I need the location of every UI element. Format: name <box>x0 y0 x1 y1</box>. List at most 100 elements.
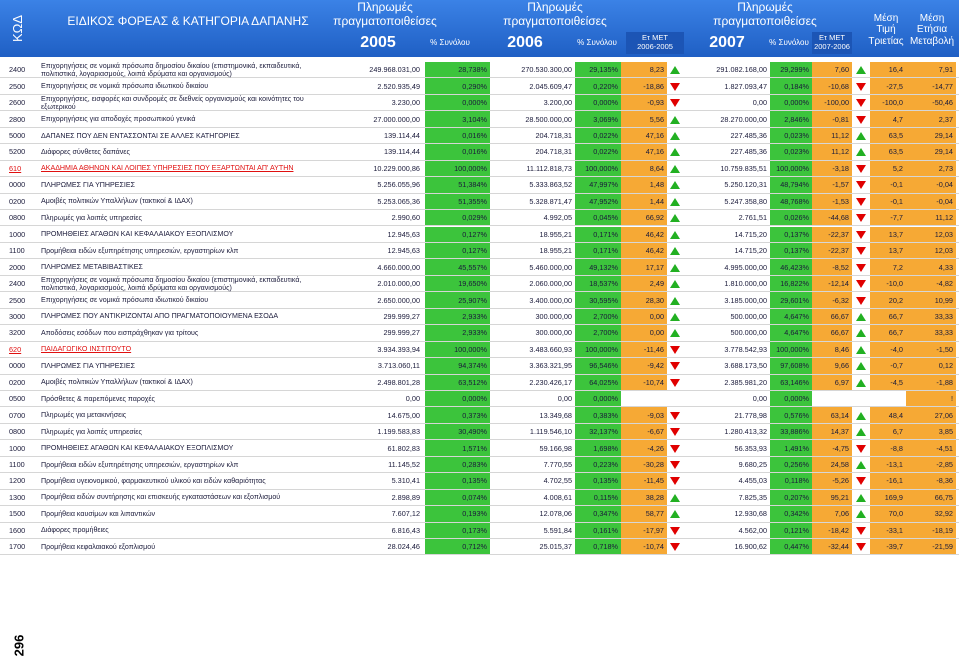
amount-cell: 4.562,00 <box>738 525 767 535</box>
change-cell: 6,97 <box>812 374 852 390</box>
share-cell: 0,347% <box>575 506 621 522</box>
annual-cell: -0,04 <box>906 193 956 210</box>
share-cell: 63,146% <box>770 374 812 390</box>
arrow-shape <box>670 66 680 75</box>
change-cell: -22,37 <box>812 242 852 259</box>
description-cell: ΠΛΗΡΩΜΕΣ ΓΙΑ ΥΠΗΡΕΣΙΕΣ <box>41 180 135 189</box>
mean-cell: 63,5 <box>870 144 906 160</box>
table-row: 2400 Επιχορηγήσεις σε νομικά πρόσωπα δημο… <box>0 62 959 79</box>
amount-cell: 18.955,21 <box>539 229 572 239</box>
amount-cell: 1.827.093,47 <box>724 81 767 91</box>
arrow-down <box>856 230 866 239</box>
code-cell: 1000 <box>9 443 26 453</box>
share-cell: 63,512% <box>425 374 490 390</box>
description-cell: Πληρωμές για λοιπές υπηρεσίες <box>41 427 142 436</box>
arrow-shape <box>856 526 866 535</box>
share-cell: 0,171% <box>575 226 621 242</box>
description-cell: Προμήθεια υγειονομικού, φαρμακευτικού υλ… <box>41 476 266 485</box>
arrow-shape <box>856 543 866 552</box>
share-cell: 18,537% <box>575 275 621 292</box>
share-cell: 0,220% <box>575 78 621 94</box>
amount-cell: 0,00 <box>752 98 767 108</box>
arrow-down <box>856 181 866 190</box>
mean-cell: -7,7 <box>870 210 906 226</box>
arrow-down <box>856 247 866 256</box>
share-cell: 0,173% <box>425 522 490 539</box>
arrow-down <box>856 296 866 305</box>
mean-cell: 6,7 <box>870 423 906 440</box>
annual-cell: -2,85 <box>906 456 956 473</box>
description-cell: Επιχορηγήσεις, εισφορές και συνδρομές σε… <box>41 94 304 111</box>
share-header: % Συνόλου <box>769 38 809 48</box>
change-cell: -8,52 <box>812 259 852 275</box>
arrow-up <box>856 148 866 157</box>
code-cell: 0800 <box>9 213 26 223</box>
share-cell: 0,022% <box>575 144 621 160</box>
arrow-down <box>856 214 866 223</box>
table-row: 1300 Προμήθεια ειδών συντήρησης και επισκ… <box>0 489 959 507</box>
arrow-shape <box>670 115 680 124</box>
change-label: Ετ ΜΕΤ <box>642 33 668 43</box>
change-header: Ετ ΜΕΤ 2006-2005 <box>626 32 684 54</box>
share-cell: 2,933% <box>425 325 490 341</box>
arrow-down <box>670 82 680 91</box>
amount-cell: 3.363.321,95 <box>529 361 572 371</box>
share-cell: 0,074% <box>425 489 490 506</box>
change-cell: 47,16 <box>621 144 667 160</box>
table-row: 0200 Αμοιβές πολιτικών Υπαλλήλων (τακτικο… <box>0 374 959 391</box>
arrow-up <box>670 329 680 338</box>
amount-cell: 2.898,89 <box>391 492 420 502</box>
share-cell: 94,374% <box>425 358 490 374</box>
annual-cell: 27,06 <box>906 407 956 423</box>
amount-cell: 3.483.660,93 <box>529 344 572 354</box>
amount-cell: 16.900,62 <box>734 542 767 552</box>
annual-cell: 11,12 <box>906 210 956 226</box>
mean-cell: 66,7 <box>870 308 906 325</box>
share-cell: 0,023% <box>770 127 812 144</box>
mean-cell: 70,0 <box>870 506 906 522</box>
arrow-shape <box>856 345 866 354</box>
arrow-up <box>670 197 680 206</box>
arrow-shape <box>856 378 866 387</box>
mean-cell: -0,7 <box>870 358 906 374</box>
amount-cell: 18.955,21 <box>539 246 572 256</box>
amount-cell: 5.460.000,00 <box>529 262 572 272</box>
change-cell: -18,86 <box>621 78 667 94</box>
share-cell: 0,223% <box>575 456 621 473</box>
share-cell: 0,000% <box>770 94 812 111</box>
code-cell: 2800 <box>9 114 26 124</box>
arrow-shape <box>670 214 680 223</box>
share-cell: 100,000% <box>770 160 812 177</box>
amount-cell: 2.385.981,20 <box>724 377 767 387</box>
code-cell: 1300 <box>9 492 26 502</box>
amount-cell: 12.945,63 <box>387 229 420 239</box>
amount-cell: 4.995.000,00 <box>724 262 767 272</box>
annual-cell: 3,85 <box>906 423 956 440</box>
table-row: 0200 Αμοιβές πολιτικών Υπαλλήλων (τακτικο… <box>0 193 959 211</box>
change-cell: 63,14 <box>812 407 852 423</box>
mean-cell: -13,1 <box>870 456 906 473</box>
title-header: ΕΙΔΙΚΟΣ ΦΟΡΕΑΣ & ΚΑΤΗΓΟΡΙΑ ΔΑΠΑΝΗΣ <box>67 14 309 29</box>
amount-cell: 25.015,37 <box>539 542 572 552</box>
mean-cell: 169,9 <box>870 489 906 506</box>
arrow-shape <box>856 247 866 256</box>
arrow-down <box>670 362 680 371</box>
change-cell: 11,12 <box>812 127 852 144</box>
arrow-up <box>670 247 680 256</box>
amount-cell: 270.530.300,00 <box>521 65 572 75</box>
share-cell: 2,933% <box>425 308 490 325</box>
change-cell: 8,64 <box>621 160 667 177</box>
annual-cell: 33,33 <box>906 308 956 325</box>
arrow-down <box>856 197 866 206</box>
share-cell: 0,290% <box>425 78 490 94</box>
annual-cell: -4,82 <box>906 275 956 292</box>
amount-cell: 3.688.173,50 <box>724 361 767 371</box>
arrow-down <box>670 411 680 420</box>
mean-cell: 66,7 <box>870 325 906 341</box>
arrow-down <box>670 99 680 108</box>
annual-cell: -1,88 <box>906 374 956 390</box>
arrow-down <box>670 477 680 486</box>
share-cell: 0,121% <box>770 522 812 539</box>
change-cell: 38,28 <box>621 489 667 506</box>
code-cell: 1000 <box>9 229 26 239</box>
